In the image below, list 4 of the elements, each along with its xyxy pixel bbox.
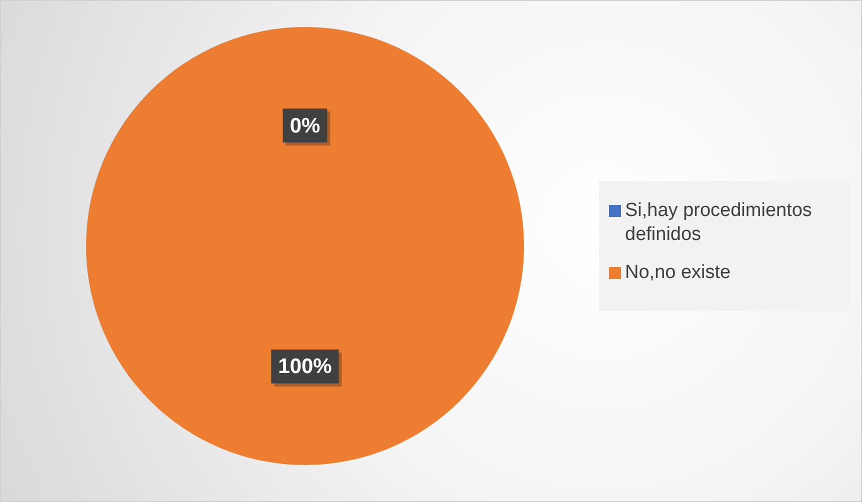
legend-label: No,no existe [625, 261, 731, 285]
legend-label: Si,hay procedimientos definidos [625, 199, 813, 247]
data-label: 100% [278, 355, 332, 378]
text: 0% [290, 114, 320, 138]
